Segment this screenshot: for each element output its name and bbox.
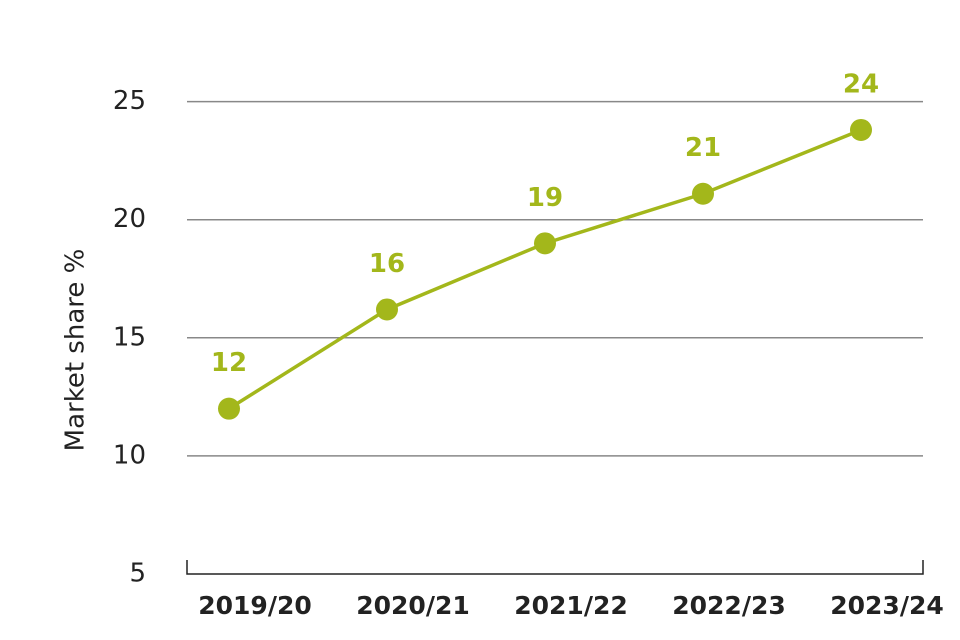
y-tick-label: 20 — [113, 204, 146, 234]
point — [376, 298, 398, 321]
y-tick-label: 25 — [113, 86, 146, 116]
value-label: 21 — [685, 133, 721, 163]
x-tick-label: 2021/22 — [514, 591, 628, 620]
value-label: 24 — [843, 69, 879, 99]
point — [692, 182, 714, 205]
point — [534, 232, 556, 255]
x-tick-label: 2020/21 — [356, 591, 470, 620]
y-tick-label: 10 — [113, 440, 146, 470]
point — [218, 397, 240, 420]
x-tick-label: 2023/24 — [830, 591, 944, 620]
x-axis — [186, 560, 924, 575]
value-label: 16 — [369, 249, 405, 279]
point — [850, 118, 872, 141]
x-tick-label: 2022/23 — [672, 591, 786, 620]
x-tick-label: 2019/20 — [198, 591, 312, 620]
y-tick-label: 5 — [129, 559, 146, 589]
y-tick-label: 15 — [113, 322, 146, 352]
y-axis-label: Market share % — [61, 249, 91, 452]
value-label: 12 — [211, 348, 247, 378]
value-label: 19 — [527, 183, 563, 213]
line — [228, 128, 862, 411]
